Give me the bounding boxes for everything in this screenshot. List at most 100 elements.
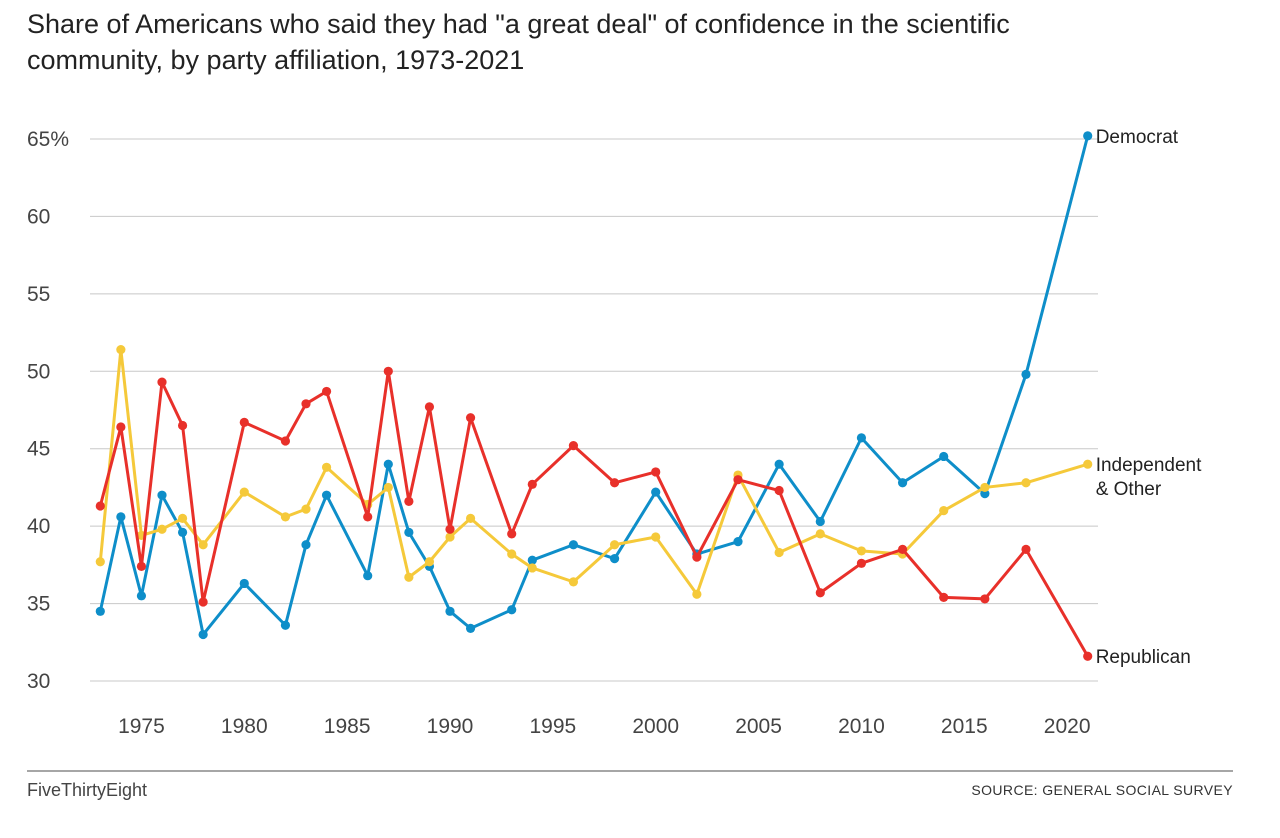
y-tick-label: 60	[27, 205, 50, 228]
data-point-republican-2021	[1083, 651, 1093, 661]
footer-brand: FiveThirtyEight	[27, 780, 147, 800]
data-point-democrat-1974	[116, 512, 126, 522]
series-label-line: Republican	[1096, 647, 1191, 668]
data-point-independent-other-2018	[1021, 478, 1031, 488]
data-point-republican-2006	[774, 485, 784, 496]
data-point-republican-1975	[136, 561, 147, 572]
data-point-independent-other-1998	[609, 540, 620, 550]
x-tick-label: 2005	[735, 715, 782, 738]
data-point-republican-2002	[692, 552, 702, 562]
data-point-independent-other-1996	[568, 577, 579, 587]
series-line-democrat	[98, 134, 1090, 637]
data-point-independent-other-1989	[424, 557, 435, 567]
data-point-independent-other-2021	[1083, 459, 1093, 469]
data-point-democrat-1977	[177, 527, 188, 537]
data-point-republican-1982	[280, 436, 291, 446]
x-tick-label: 1975	[118, 715, 165, 738]
chart-title-line-2: community, by party affiliation, 1973-20…	[27, 45, 524, 75]
data-point-republican-1990	[445, 524, 455, 534]
series-labels: Republican Democrat Independent & Other	[1096, 127, 1202, 668]
data-point-independent-other-1991	[465, 513, 476, 524]
data-point-democrat-1994	[527, 555, 537, 565]
x-tick-label: 1980	[221, 715, 268, 738]
y-tick-label: 65%	[27, 128, 69, 151]
data-point-independent-other-2008	[815, 529, 825, 539]
y-tick-label: 40	[27, 515, 50, 538]
data-point-republican-1987	[383, 366, 393, 376]
data-point-democrat-1991	[465, 623, 476, 633]
y-tick-label: 45	[27, 438, 50, 461]
data-point-republican-1988	[404, 496, 414, 506]
data-point-independent-other-2016	[980, 482, 990, 493]
x-tick-label: 1990	[427, 715, 474, 738]
x-tick-label: 2000	[632, 715, 679, 738]
data-point-republican-1974	[116, 422, 126, 432]
data-point-democrat-2004	[733, 537, 743, 547]
x-tick-label: 1995	[529, 715, 576, 738]
data-point-independent-other-1977	[177, 513, 188, 524]
data-point-independent-other-1987	[383, 482, 393, 493]
data-point-democrat-1998	[609, 554, 620, 564]
data-point-republican-1980	[239, 417, 249, 427]
data-point-democrat-1987	[383, 459, 393, 469]
data-point-democrat-1990	[445, 606, 455, 616]
data-point-democrat-2014	[939, 451, 949, 462]
data-point-republican-1978	[198, 597, 208, 607]
series-group	[95, 131, 1093, 661]
data-point-democrat-2010	[856, 433, 867, 443]
data-point-republican-2018	[1021, 544, 1031, 554]
data-point-republican-1977	[177, 420, 188, 431]
data-point-independent-other-1984	[321, 462, 332, 472]
y-tick-label: 35	[27, 593, 50, 616]
x-axis: 1975 1980 1985 1990 1995 2000 2005 2010 2015 2020	[118, 715, 1090, 738]
data-point-republican-1993	[507, 529, 517, 539]
y-tick-label: 50	[27, 360, 50, 383]
data-point-republican-1991	[465, 413, 476, 423]
x-tick-label: 2015	[941, 715, 988, 738]
data-point-democrat-1993	[507, 605, 517, 615]
data-point-republican-1976	[157, 377, 167, 387]
x-tick-label: 2010	[838, 715, 885, 738]
data-point-republican-2016	[980, 594, 990, 604]
series-independent-other	[95, 345, 1093, 599]
data-point-republican-1973	[95, 501, 105, 511]
data-point-independent-other-1980	[239, 487, 249, 497]
data-point-democrat-1982	[280, 620, 291, 630]
data-point-democrat-1976	[157, 490, 167, 500]
y-tick-label: 55	[27, 283, 50, 306]
series-label-independent-other: Independent & Other	[1096, 455, 1202, 500]
data-point-republican-1989	[424, 402, 435, 412]
data-point-democrat-1988	[404, 527, 414, 537]
data-point-republican-1986	[363, 512, 373, 522]
series-label-democrat: Democrat	[1096, 127, 1179, 148]
y-axis: 65% 60 55 50 45 40 35 30	[27, 128, 69, 693]
data-point-democrat-2000	[651, 487, 661, 497]
data-point-republican-2012	[897, 544, 908, 554]
data-point-independent-other-1974	[116, 345, 126, 355]
footer: FiveThirtyEight SOURCE: GENERAL SOCIAL S…	[27, 770, 1233, 800]
data-point-democrat-1980	[239, 578, 249, 589]
series-label-line: & Other	[1096, 479, 1162, 500]
data-point-independent-other-1988	[404, 572, 414, 582]
data-point-democrat-1986	[363, 571, 373, 581]
data-point-independent-other-1993	[507, 549, 517, 559]
gridlines	[90, 138, 1098, 682]
data-point-independent-other-1976	[157, 524, 167, 534]
data-point-democrat-2012	[897, 478, 908, 488]
series-label-line: Independent	[1096, 455, 1202, 476]
footer-source: SOURCE: GENERAL SOCIAL SURVEY	[971, 782, 1233, 798]
data-point-democrat-1984	[321, 490, 332, 500]
data-point-republican-2004	[733, 475, 743, 485]
x-tick-label: 1985	[324, 715, 371, 738]
data-point-republican-2010	[856, 558, 867, 568]
series-label-line: Democrat	[1096, 127, 1179, 148]
series-line-independent-other	[98, 348, 1090, 596]
data-point-independent-other-1994	[527, 563, 537, 573]
data-point-democrat-2021	[1083, 131, 1093, 141]
data-point-independent-other-2006	[774, 547, 784, 558]
data-point-republican-1983	[301, 399, 311, 409]
series-label-republican: Republican	[1096, 647, 1191, 668]
data-point-independent-other-1990	[445, 532, 455, 542]
data-point-democrat-2008	[815, 516, 825, 527]
